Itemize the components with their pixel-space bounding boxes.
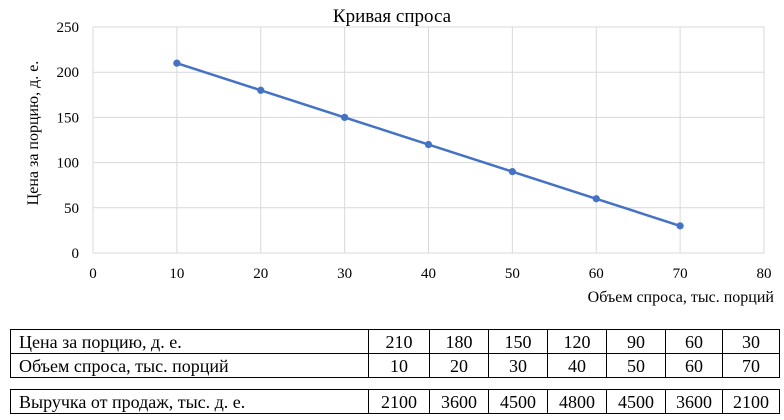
price-cell: 180	[429, 329, 489, 354]
volume-cell: 40	[547, 353, 607, 378]
data-point	[257, 86, 265, 94]
revenue-cell: 4500	[488, 389, 548, 414]
volume-row-label: Объем спроса, тыс. порций	[10, 353, 369, 378]
demand-table: Цена за порцию, д. е. 210 180 150 120 90…	[10, 329, 780, 378]
table-row-price: Цена за порцию, д. е. 210 180 150 120 90…	[10, 329, 780, 354]
revenue-cell: 2100	[368, 389, 430, 414]
price-cell: 120	[547, 329, 607, 354]
y-axis-label: Цена за порцию, д. е.	[25, 61, 42, 206]
revenue-cell: 4800	[547, 389, 607, 414]
revenue-cell: 3600	[429, 389, 489, 414]
y-tick-label: 100	[57, 156, 80, 172]
data-point	[592, 195, 600, 203]
revenue-cell: 4500	[606, 389, 666, 414]
x-tick-label: 40	[421, 266, 436, 282]
x-axis-label: Объем спроса, тыс. порций	[588, 289, 775, 306]
volume-cell: 50	[606, 353, 666, 378]
revenue-table: Выручка от продаж, тыс. д. е. 2100 3600 …	[10, 389, 780, 414]
data-point	[341, 113, 349, 121]
x-tick-label: 70	[673, 266, 688, 282]
x-tick-label: 30	[337, 266, 352, 282]
price-cell: 210	[368, 329, 430, 354]
grid-lines	[93, 26, 765, 253]
volume-cell: 20	[429, 353, 489, 378]
tick-labels: 0 50 100 150 200 250 0 10 20 30 40 50 60 70 80	[57, 20, 772, 282]
y-tick-label: 0	[72, 246, 80, 262]
data-point	[676, 222, 684, 230]
x-tick-label: 20	[253, 266, 268, 282]
data-series	[173, 59, 684, 230]
y-tick-label: 150	[57, 110, 80, 126]
revenue-row-label: Выручка от продаж, тыс. д. е.	[10, 389, 369, 414]
x-tick-label: 60	[589, 266, 604, 282]
y-tick-label: 250	[57, 20, 80, 36]
data-point	[508, 168, 516, 176]
y-tick-label: 50	[64, 201, 79, 217]
volume-cell: 30	[488, 353, 548, 378]
table-row-revenue: Выручка от продаж, тыс. д. е. 2100 3600 …	[10, 389, 780, 414]
revenue-cell: 2100	[722, 389, 780, 414]
table-row-volume: Объем спроса, тыс. порций 10 20 30 40 50…	[10, 353, 780, 378]
revenue-cell: 3600	[665, 389, 723, 414]
price-cell: 90	[606, 329, 666, 354]
y-tick-label: 200	[57, 65, 80, 81]
price-row-label: Цена за порцию, д. е.	[10, 329, 369, 354]
demand-curve-chart: Кривая спроса 0 50 100 150 200 250 0 10 20 30 40 50…	[25, 6, 775, 306]
x-tick-label: 80	[757, 266, 772, 282]
x-tick-label: 0	[89, 266, 97, 282]
price-cell: 60	[665, 329, 723, 354]
price-cell: 30	[722, 329, 780, 354]
x-tick-label: 50	[505, 266, 520, 282]
volume-cell: 10	[368, 353, 430, 378]
volume-cell: 70	[722, 353, 780, 378]
data-point	[424, 140, 433, 149]
price-cell: 150	[488, 329, 548, 354]
x-tick-label: 10	[169, 266, 184, 282]
chart-title: Кривая спроса	[333, 6, 452, 27]
data-point	[173, 59, 181, 67]
axes	[92, 27, 764, 254]
volume-cell: 60	[665, 353, 723, 378]
